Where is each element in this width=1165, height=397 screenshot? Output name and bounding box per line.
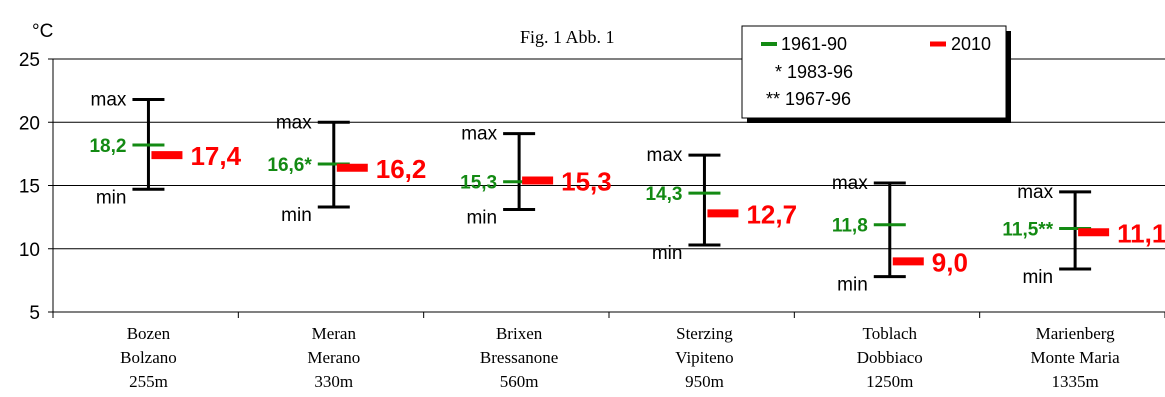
max-label: max bbox=[91, 89, 127, 110]
axes: 5 10 15 20 25 bbox=[19, 50, 1165, 324]
station-group: max min 11,5** 11,1 Marienberg Monte Maria 133… bbox=[1002, 182, 1165, 391]
min-label: min bbox=[652, 243, 683, 264]
max-label: max bbox=[276, 112, 312, 133]
station-group: max min 15,3 15,3 Brixen Bressanone 560m bbox=[460, 124, 612, 391]
station-group: max min 14,3 12,7 Sterzing Vipiteno 950m bbox=[645, 145, 797, 391]
category-label: Dobbiaco bbox=[857, 348, 923, 367]
max-label: max bbox=[1017, 182, 1053, 203]
legend-note: ** 1967-96 bbox=[766, 89, 851, 109]
legend-note: * 1983-96 bbox=[775, 62, 853, 82]
mean-1961-90-label: 11,5** bbox=[1002, 220, 1053, 241]
y-tick-label: 20 bbox=[19, 113, 40, 134]
category-label: Monte Maria bbox=[1030, 348, 1120, 367]
mean-1961-90-label: 11,8 bbox=[832, 216, 868, 237]
category-label: 560m bbox=[500, 372, 539, 391]
mean-2010-label: 11,1 bbox=[1117, 218, 1165, 248]
mean-2010-label: 15,3 bbox=[561, 166, 612, 196]
mean-2010-label: 12,7 bbox=[746, 199, 797, 229]
max-label: max bbox=[647, 145, 683, 166]
legend: 1961-90 2010 * 1983-96 ** 1967-96 bbox=[741, 25, 1011, 123]
legend-label-1961-90: 1961-90 bbox=[781, 34, 847, 54]
category-label: 1250m bbox=[866, 372, 913, 391]
min-label: min bbox=[837, 275, 868, 296]
min-label: min bbox=[1022, 267, 1053, 288]
max-label: max bbox=[461, 124, 497, 145]
category-label: Brixen bbox=[496, 324, 543, 343]
mean-2010-label: 17,4 bbox=[190, 141, 241, 171]
category-label: Toblach bbox=[863, 324, 918, 343]
mean-2010-label: 9,0 bbox=[932, 247, 968, 277]
category-label: 1335m bbox=[1051, 372, 1098, 391]
category-label: Marienberg bbox=[1036, 324, 1115, 343]
min-label: min bbox=[466, 208, 497, 229]
category-label: Vipiteno bbox=[675, 348, 733, 367]
max-label: max bbox=[832, 173, 868, 194]
mean-1961-90-label: 18,2 bbox=[89, 136, 126, 157]
legend-box bbox=[741, 25, 1007, 119]
station-group: max min 18,2 17,4 Bozen Bolzano 255m bbox=[89, 89, 241, 391]
station-group: max min 16,6* 16,2 Meran Merano 330m bbox=[267, 112, 426, 391]
category-label: 950m bbox=[685, 372, 724, 391]
category-label: Sterzing bbox=[676, 324, 733, 343]
category-label: 330m bbox=[314, 372, 353, 391]
category-label: Bolzano bbox=[120, 348, 177, 367]
legend-label-2010: 2010 bbox=[951, 34, 991, 54]
category-label: Merano bbox=[307, 348, 360, 367]
category-label: 255m bbox=[129, 372, 168, 391]
y-tick-label: 15 bbox=[19, 177, 40, 198]
y-tick-label: 25 bbox=[19, 50, 40, 71]
figure-label: Fig. 1 Abb. 1 bbox=[520, 27, 615, 47]
category-label: Meran bbox=[312, 324, 357, 343]
stations: max min 18,2 17,4 Bozen Bolzano 255m max min 16,6… bbox=[89, 89, 1165, 391]
y-tick-label: 10 bbox=[19, 240, 40, 261]
y-unit-label: °C bbox=[32, 21, 53, 42]
min-label: min bbox=[96, 187, 127, 208]
mean-1961-90-label: 14,3 bbox=[645, 184, 682, 205]
min-label: min bbox=[281, 205, 312, 226]
category-label: Bozen bbox=[127, 324, 171, 343]
mean-1961-90-label: 15,3 bbox=[460, 173, 497, 194]
category-label: Bressanone bbox=[480, 348, 558, 367]
mean-1961-90-label: 16,6* bbox=[267, 155, 312, 176]
mean-2010-label: 16,2 bbox=[376, 154, 427, 184]
y-tick-label: 5 bbox=[29, 303, 40, 324]
station-group: max min 11,8 9,0 Toblach Dobbiaco 1250m bbox=[832, 173, 968, 391]
